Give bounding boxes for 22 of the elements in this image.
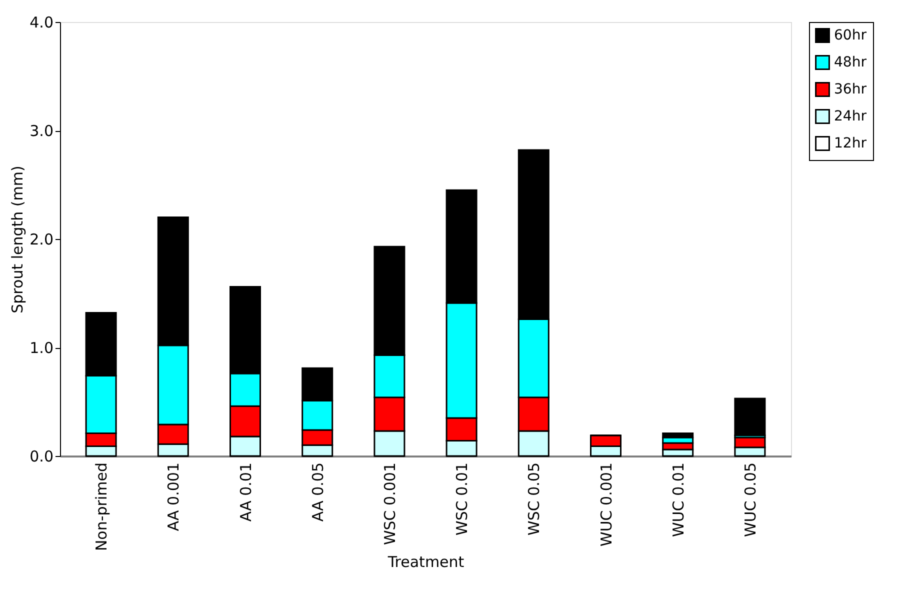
x-axis-title: Treatment (386, 553, 464, 572)
x-tick-label: WUC 0.05 (741, 462, 760, 537)
x-tick-label: WSC 0.01 (453, 462, 472, 536)
x-tick-label: WSC 0.001 (380, 462, 399, 546)
y-tick-label: 1.0 (30, 339, 54, 357)
y-tick-label: 4.0 (30, 14, 54, 32)
x-tick-label: WSC 0.05 (525, 462, 544, 536)
x-tick-label: AA 0.001 (164, 462, 183, 532)
legend-label: 12hr (834, 136, 867, 152)
y-tick-label: 2.0 (30, 230, 54, 248)
x-tick-label: WUC 0.01 (669, 462, 688, 537)
x-tick-label: AA 0.01 (236, 462, 255, 522)
legend-label: 60hr (834, 28, 867, 44)
y-tick-label: 3.0 (30, 122, 54, 140)
y-axis-title: Sprout length (mm) (8, 166, 27, 314)
x-tick-label: WUC 0.001 (597, 462, 616, 546)
legend-label: 24hr (834, 108, 867, 124)
legend-label: 36hr (834, 82, 867, 98)
x-tick-label: AA 0.05 (308, 462, 327, 522)
legend-label: 48hr (834, 54, 867, 70)
y-tick-label: 0.0 (30, 448, 54, 466)
x-tick-label: Non-primed (92, 462, 111, 552)
